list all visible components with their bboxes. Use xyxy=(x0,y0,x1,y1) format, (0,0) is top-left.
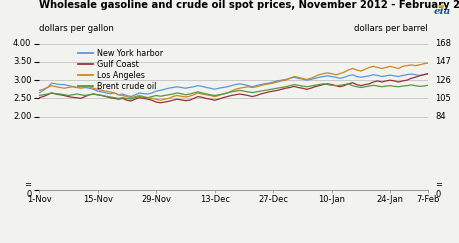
Text: ▬: ▬ xyxy=(437,2,443,9)
Text: eia: eia xyxy=(432,7,450,16)
Legend: New York harbor, Gulf Coast, Los Angeles, Brent crude oil: New York harbor, Gulf Coast, Los Angeles… xyxy=(78,49,162,91)
Text: dollars per barrel: dollars per barrel xyxy=(353,24,427,33)
Text: dollars per gallon: dollars per gallon xyxy=(39,24,114,33)
Text: Wholesale gasoline and crude oil spot prices, November 2012 - February 2013: Wholesale gasoline and crude oil spot pr… xyxy=(39,0,459,10)
